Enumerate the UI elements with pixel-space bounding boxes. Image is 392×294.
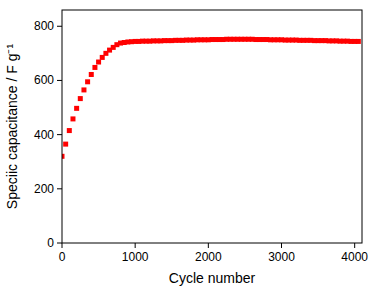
x-tick: [208, 243, 209, 248]
point: [67, 128, 72, 133]
y-axis-label: Speciic capacitance / F g⁻¹: [4, 44, 20, 210]
point: [96, 60, 101, 65]
y-tick: [57, 188, 62, 189]
y-tick-label: 800: [34, 19, 54, 33]
x-tick: [354, 243, 355, 248]
point: [85, 79, 90, 84]
y-tick: [57, 134, 62, 135]
x-tick-label: 2000: [195, 250, 222, 264]
point: [92, 65, 97, 70]
x-tick-label: 0: [59, 250, 66, 264]
point: [74, 106, 79, 111]
chart: 0 1000 2000 3000 4000 0 200 400 600 800 Cycle numb…: [0, 0, 392, 294]
point: [356, 39, 361, 44]
x-tick: [135, 243, 136, 248]
x-tick: [62, 243, 63, 248]
y-tick: [57, 80, 62, 81]
point: [81, 87, 86, 92]
x-axis-label: Cycle number: [169, 270, 256, 286]
y-tick-label: 0: [47, 236, 54, 250]
x-tick: [281, 243, 282, 248]
x-tick-label: 4000: [341, 250, 368, 264]
point: [78, 96, 83, 101]
point: [63, 142, 68, 147]
y-tick: [57, 243, 62, 244]
x-tick-label: 3000: [268, 250, 295, 264]
point: [70, 116, 75, 121]
frame: [62, 10, 362, 243]
x-tick-label: 1000: [122, 250, 149, 264]
y-tick-label: 400: [34, 128, 54, 142]
y-tick: [57, 26, 62, 27]
points: [62, 37, 361, 159]
y-tick-label: 600: [34, 73, 54, 87]
point: [89, 72, 94, 77]
y-tick-label: 200: [34, 182, 54, 196]
